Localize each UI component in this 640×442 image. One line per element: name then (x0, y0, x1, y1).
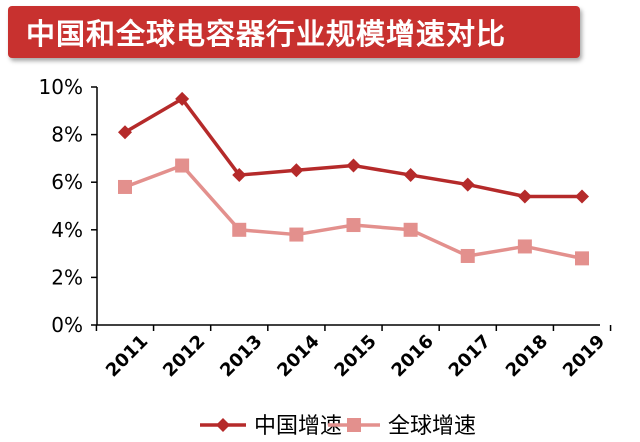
chart-title: 中国和全球电容器行业规模增速对比 (26, 17, 507, 51)
legend-label: 中国增速 (254, 414, 342, 439)
data-point (575, 251, 589, 266)
x-tick-label: 2016 (388, 331, 438, 381)
data-point (403, 168, 418, 183)
x-tick-label: 2019 (559, 331, 609, 381)
y-tick-label: 10% (39, 75, 83, 99)
data-point (346, 158, 361, 173)
legend-label: 全球增速 (388, 414, 476, 439)
data-point (403, 222, 418, 237)
x-tick-label: 2018 (502, 331, 552, 381)
x-tick-label: 2012 (159, 331, 209, 381)
series-line (124, 163, 583, 261)
x-tick-label: 2011 (102, 331, 152, 381)
data-point (575, 189, 589, 204)
data-point (118, 125, 132, 140)
data-point (460, 248, 475, 263)
x-tick-label: 2017 (445, 331, 495, 381)
data-point (517, 189, 532, 204)
legend-marker (216, 418, 230, 432)
data-point (289, 227, 304, 242)
y-tick-label: 8% (51, 123, 83, 147)
x-tick-label: 2013 (216, 331, 266, 381)
y-tick-label: 6% (51, 170, 83, 194)
x-tick-label: 2014 (273, 331, 323, 381)
series-line (124, 97, 582, 199)
data-point (289, 163, 304, 178)
data-point (175, 158, 190, 173)
data-point (346, 218, 361, 233)
title-banner: 中国和全球电容器行业规模增速对比 (8, 6, 580, 58)
data-point (460, 177, 475, 192)
data-point (232, 168, 247, 183)
data-point (232, 222, 247, 237)
y-tick-label: 0% (51, 313, 83, 337)
legend-marker (347, 418, 361, 432)
x-tick-label: 2015 (330, 331, 380, 381)
data-point (517, 239, 532, 254)
y-tick-label: 2% (51, 265, 83, 289)
y-tick-label: 4% (51, 218, 83, 242)
data-point (175, 91, 190, 106)
data-point (118, 179, 132, 194)
